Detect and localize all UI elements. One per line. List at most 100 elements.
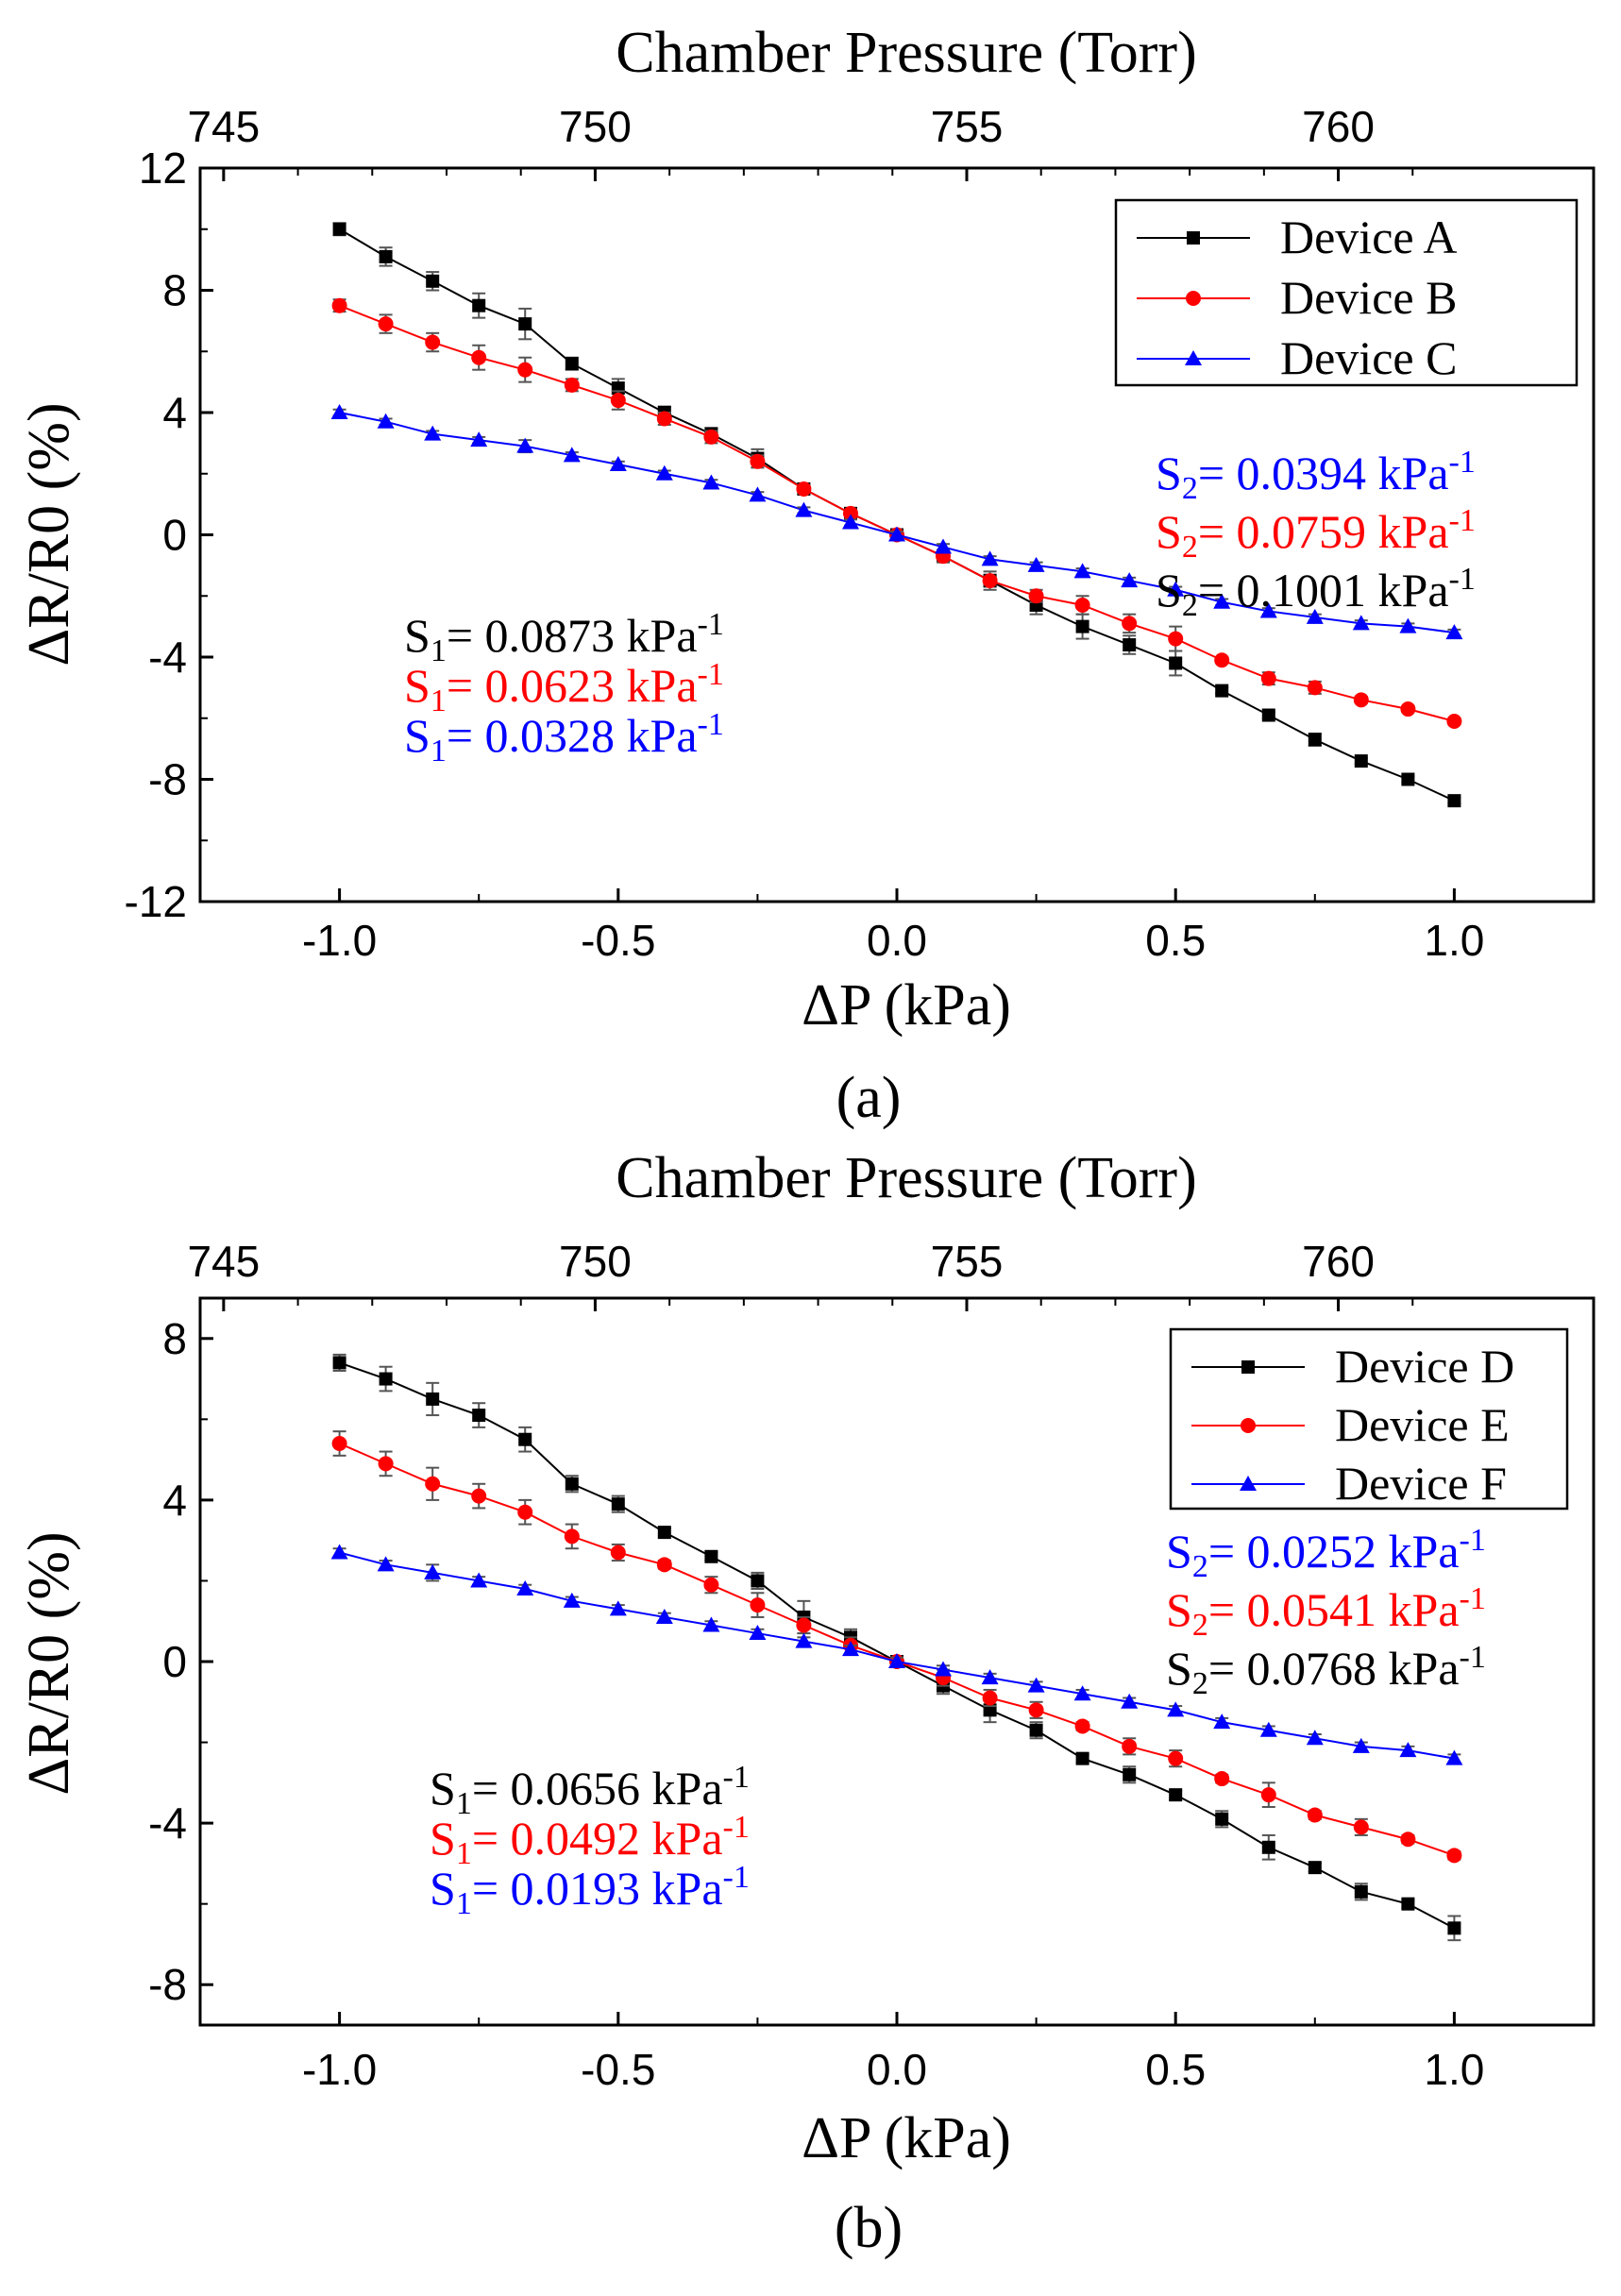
annotation-text: = 0.1001 kPa (1198, 564, 1449, 616)
slope-annotation: S2= 0.1001 kPa-1 (1156, 562, 1476, 623)
data-point (564, 1528, 580, 1545)
data-point (1307, 680, 1323, 696)
data-point (982, 1690, 998, 1706)
annotation-text: = 0.0328 kPa (447, 709, 698, 762)
y-axis-title: ΔR/R0 (%) (17, 1531, 81, 1795)
data-point (1027, 556, 1045, 572)
data-point (1073, 1685, 1091, 1701)
data-point (750, 1597, 766, 1613)
data-point (751, 1574, 765, 1588)
data-point (1073, 563, 1091, 579)
data-point (703, 429, 719, 445)
annotation-symbol: S (1156, 564, 1182, 616)
series-device-c (330, 404, 1463, 640)
data-point (517, 1504, 533, 1520)
data-point (518, 1432, 532, 1446)
slope-annotation: S1= 0.0623 kPa-1 (404, 657, 724, 718)
annotation-superscript: -1 (698, 657, 724, 692)
top-tick-label: 750 (559, 102, 632, 151)
data-point (1445, 1749, 1463, 1765)
data-point (1215, 684, 1229, 698)
legend-label: Device F (1335, 1457, 1507, 1510)
annotation-subscript: 1 (431, 684, 447, 718)
data-point (563, 1592, 581, 1608)
data-point (888, 526, 905, 542)
annotation-text: = 0.0252 kPa (1208, 1525, 1460, 1578)
data-point (796, 1617, 812, 1633)
data-point (1215, 1812, 1229, 1826)
data-point (1167, 581, 1185, 597)
data-point (795, 1632, 813, 1648)
x-tick-label: 1.0 (1424, 916, 1484, 965)
data-point (1214, 652, 1230, 668)
y-tick-label: 4 (162, 1476, 187, 1525)
data-point (1260, 670, 1276, 686)
legend-label: Device A (1280, 211, 1457, 263)
data-point (1354, 754, 1368, 768)
data-point (1401, 1897, 1415, 1911)
annotation-subscript: 2 (1182, 530, 1198, 565)
legend-label: Device B (1280, 271, 1457, 324)
top-tick-label: 755 (931, 1237, 1004, 1286)
annotation-text: = 0.0656 kPa (472, 1762, 723, 1815)
data-point (1447, 1921, 1461, 1935)
data-point (982, 573, 998, 589)
slope-annotation: S1= 0.0656 kPa-1 (430, 1760, 750, 1821)
data-point (1122, 1738, 1138, 1754)
data-point (1446, 1848, 1462, 1864)
x-tick-label: -0.5 (581, 2045, 655, 2094)
x-tick-label: 1.0 (1424, 2045, 1484, 2094)
data-point (1121, 572, 1139, 588)
data-point (1352, 1737, 1370, 1753)
data-point (1028, 1702, 1044, 1718)
legend-box (1169, 1327, 1569, 1511)
annotation-symbol: S (1166, 1525, 1192, 1578)
x-tick-label: -1.0 (302, 916, 377, 965)
data-point (1446, 713, 1462, 729)
x-axis-title: ΔP (kPa) (802, 2106, 1011, 2170)
data-point (1401, 772, 1415, 786)
y-tick-label: -12 (125, 877, 187, 926)
data-point (1445, 624, 1463, 640)
data-point (1354, 1884, 1368, 1899)
data-point (749, 486, 767, 502)
annotation-symbol: S (404, 709, 431, 762)
slope-annotation: S1= 0.0328 kPa-1 (404, 707, 724, 768)
data-point (426, 1392, 440, 1406)
data-point (981, 550, 999, 566)
y-tick-label: -8 (148, 1960, 187, 2009)
data-point (842, 505, 858, 521)
data-point (655, 464, 673, 481)
annotation-subscript: 2 (1182, 471, 1198, 506)
data-point (750, 453, 766, 469)
annotation-text: = 0.0394 kPa (1198, 447, 1449, 499)
data-point (935, 538, 953, 554)
annotation-superscript: -1 (723, 1810, 750, 1845)
annotation-text: = 0.0873 kPa (447, 609, 698, 662)
data-point (610, 393, 626, 409)
annotation-symbol: S (404, 609, 431, 662)
annotation-subscript: 1 (431, 734, 447, 768)
annotation-superscript: -1 (698, 707, 724, 742)
data-point (1075, 1751, 1089, 1765)
data-point (1213, 593, 1231, 609)
data-point (517, 362, 533, 378)
data-point (656, 1557, 672, 1573)
top-tick-label: 755 (931, 102, 1004, 151)
annotation-superscript: -1 (1449, 503, 1476, 538)
data-point (424, 1563, 442, 1579)
y-tick-label: 0 (162, 1637, 187, 1686)
data-point (1306, 1730, 1324, 1746)
data-point (516, 1580, 534, 1595)
y-tick-label: 8 (162, 266, 187, 315)
annotation-subscript: 2 (1182, 588, 1198, 623)
data-point (1213, 1714, 1231, 1730)
data-point (796, 481, 812, 497)
annotation-symbol: S (1166, 1642, 1192, 1695)
x-tick-label: -0.5 (581, 916, 655, 965)
data-point (656, 411, 672, 427)
x-tick-label: 0.0 (867, 2045, 927, 2094)
legend-marker (1241, 1418, 1256, 1433)
